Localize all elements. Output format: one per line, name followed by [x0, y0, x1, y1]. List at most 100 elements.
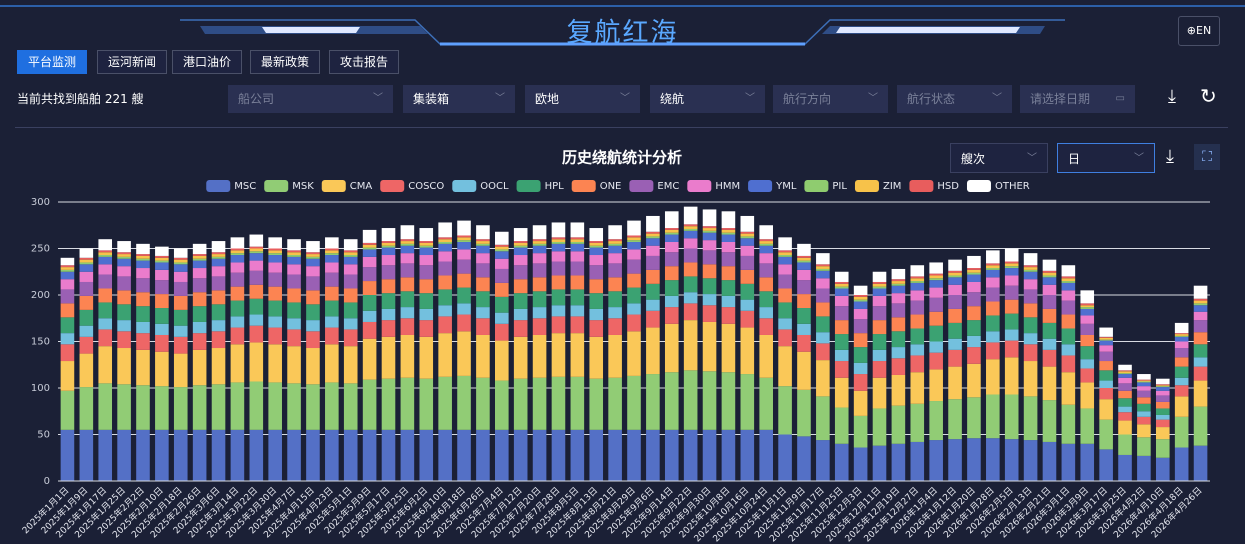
bar-segment: [1023, 361, 1038, 397]
bar-segment: [721, 323, 736, 373]
bar-segment: [476, 239, 490, 242]
bar-segment: [702, 226, 717, 229]
bar-segment: [211, 290, 226, 305]
tab[interactable]: 攻击报告: [329, 50, 400, 74]
filter-select-text[interactable]: 航行状态: [907, 92, 956, 106]
bar-segment: [664, 307, 679, 324]
bar-segment: [646, 255, 660, 270]
bar-segment: [1080, 334, 1095, 347]
tab[interactable]: 平台监测: [17, 50, 88, 74]
bar-segment: [230, 255, 245, 263]
bar-segment: [79, 271, 94, 282]
bar-segment: [513, 336, 528, 379]
filter-select-text[interactable]: 集装箱: [413, 92, 450, 106]
bar-segment: [664, 280, 679, 296]
bar-segment: [438, 376, 452, 430]
bar-segment: [60, 429, 75, 481]
bar-segment: [79, 295, 94, 310]
tab[interactable]: 港口油价: [172, 50, 243, 74]
chart-download-icon[interactable]: ⤓: [1166, 146, 1174, 167]
bar-segment: [495, 380, 509, 430]
lang-label[interactable]: EN: [1196, 24, 1212, 37]
bar-segment: [400, 277, 415, 292]
bar-segment: [381, 293, 396, 309]
bar-segment: [306, 241, 320, 253]
bar-segment: [664, 241, 679, 253]
bar-segment: [740, 283, 755, 300]
bar-segment: [400, 334, 415, 378]
bar-segment: [891, 303, 906, 318]
bar-segment: [136, 429, 150, 481]
lang-button[interactable]: ⊕EN: [1178, 16, 1220, 46]
bar-segment: [1004, 313, 1019, 330]
filter-select[interactable]: 船公司 ﹀: [228, 85, 393, 113]
bar-segment: [1118, 406, 1132, 413]
unit-select[interactable]: 艘次 ﹀: [950, 143, 1048, 173]
bar-segment: [929, 352, 943, 370]
chart-title: 历史绕航统计分析: [562, 149, 682, 167]
bar-segment: [362, 256, 377, 268]
bar-segment: [287, 256, 301, 265]
bar-segment: [79, 309, 94, 326]
filter-select-text[interactable]: 绕航: [660, 92, 685, 106]
tab[interactable]: 最新政策: [250, 50, 321, 74]
bar-segment: [438, 305, 452, 317]
bar-segment: [778, 256, 792, 265]
bar-segment: [173, 257, 188, 260]
bar-segment: [532, 277, 547, 292]
bar-segment: [627, 237, 641, 241]
legend-item: YML: [748, 180, 797, 192]
bar-segment: [646, 233, 660, 237]
bar-segment: [1193, 311, 1208, 321]
bar-segment: [381, 429, 396, 481]
bar-segment: [740, 231, 755, 234]
bar-segment: [419, 242, 434, 246]
filter-select-text[interactable]: 航行方向: [783, 92, 832, 106]
bar-segment: [551, 376, 566, 430]
bar-segment: [1080, 323, 1095, 335]
bar-segment: [230, 300, 245, 317]
period-select-text[interactable]: 日: [1068, 152, 1081, 166]
filter-select[interactable]: 航行方向 ﹀: [773, 85, 888, 113]
filter-select-text[interactable]: 船公司: [238, 92, 275, 106]
filter-select[interactable]: 航行状态 ﹀: [897, 85, 1012, 113]
legend-swatch: [264, 180, 289, 192]
bar-segment: [740, 236, 755, 239]
tab[interactable]: 运河新闻: [97, 50, 168, 74]
bar-segment: [1137, 437, 1151, 456]
filter-select-text[interactable]: 请选择日期: [1030, 92, 1091, 106]
filter-select[interactable]: 欧地 ﹀: [525, 85, 640, 113]
legend-item: ONE: [571, 180, 621, 192]
bar-segment: [343, 318, 358, 330]
bar-segment: [513, 265, 528, 280]
bar-segment: [797, 351, 811, 390]
filter-select[interactable]: 绕航 ﹀: [650, 85, 765, 113]
bar-segment: [986, 301, 1000, 316]
bar-segment: [986, 265, 1000, 269]
bar-segment: [1042, 259, 1057, 271]
filter-select[interactable]: 集装箱 ﹀: [403, 85, 515, 113]
filter-select[interactable]: 请选择日期 ▭: [1020, 85, 1135, 113]
bar-segment: [910, 282, 925, 291]
bar-segment: [759, 245, 773, 254]
bar-segment: [891, 443, 906, 481]
unit-select-text[interactable]: 艘次: [961, 152, 986, 166]
bar-segment: [1155, 384, 1170, 386]
select-caret: ▭: [1115, 93, 1125, 104]
filter-select-text[interactable]: 欧地: [535, 92, 560, 106]
legend-item: CMA: [321, 180, 372, 192]
bar-segment: [1174, 348, 1189, 358]
legend-swatch: [804, 180, 829, 192]
refresh-icon[interactable]: ↻: [1200, 84, 1217, 108]
download-icon[interactable]: ⤓: [1168, 86, 1176, 107]
bar-segment: [117, 266, 131, 277]
bar-segment: [476, 307, 490, 319]
bar-segment: [476, 243, 490, 246]
bar-segment: [325, 382, 339, 430]
period-select[interactable]: 日 ﹀: [1057, 143, 1155, 173]
bar-segment: [589, 279, 604, 294]
bar-segment: [1023, 396, 1038, 441]
fullscreen-icon[interactable]: ⛶: [1194, 144, 1220, 170]
bar-segment: [1099, 361, 1113, 371]
bar-segment: [797, 323, 811, 335]
